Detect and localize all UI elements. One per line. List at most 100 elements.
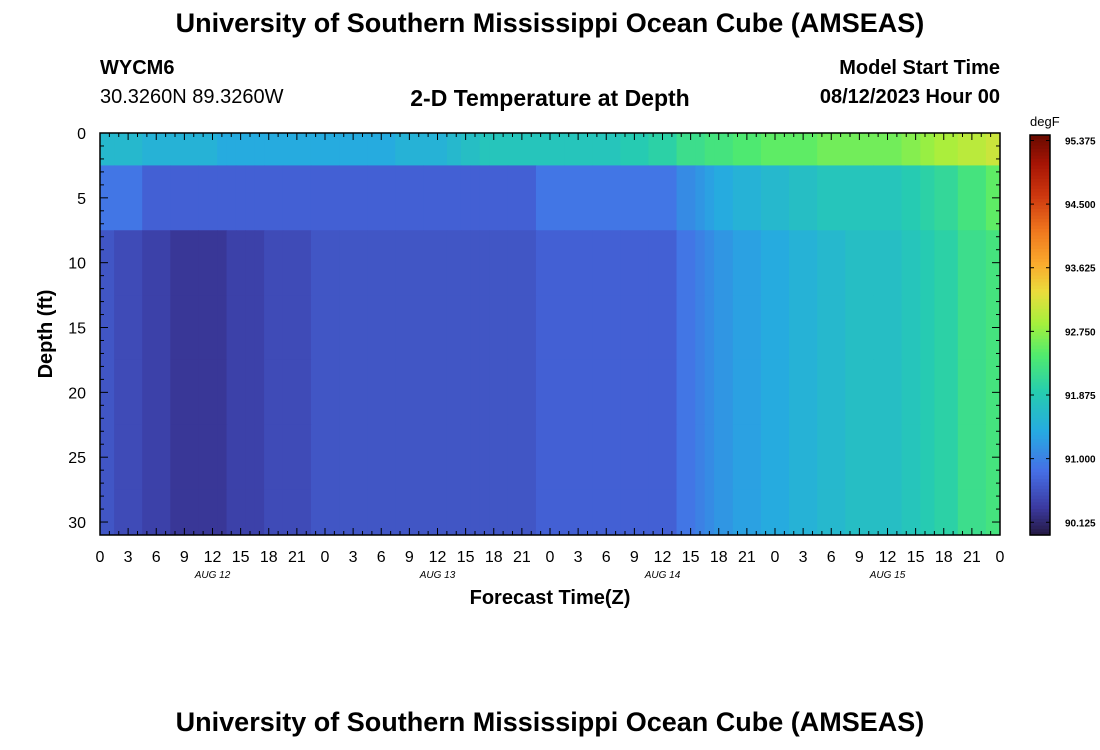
colorbar-band	[1030, 201, 1050, 206]
heatmap-cell	[985, 489, 1000, 535]
heatmap-cell	[676, 230, 696, 296]
x-tick-label: 0	[321, 549, 330, 566]
colorbar-band	[1030, 281, 1050, 286]
colorbar-band	[1030, 498, 1050, 503]
heatmap-cell	[198, 359, 218, 426]
heatmap-cell	[760, 424, 790, 491]
heatmap-cell	[648, 489, 678, 535]
heatmap-cell	[114, 424, 143, 491]
colorbar-band	[1030, 481, 1050, 486]
colorbar-band	[1030, 471, 1050, 476]
colorbar-tick-label: 91.000	[1065, 455, 1096, 466]
heatmap-cell	[901, 424, 921, 491]
colorbar-band	[1030, 165, 1050, 169]
heatmap-cell	[732, 489, 762, 535]
heatmap-cell	[446, 359, 462, 426]
x-tick-label: 18	[260, 549, 278, 566]
heatmap-cell	[226, 230, 237, 296]
heatmap-cell	[760, 230, 790, 296]
heatmap-cell	[446, 230, 462, 296]
heatmap-cell	[170, 489, 200, 535]
heatmap-cell	[217, 359, 228, 426]
heatmap-cell	[789, 165, 818, 231]
colorbar-band	[1030, 198, 1050, 203]
heatmap-cell	[367, 295, 396, 361]
heatmap-cell	[339, 489, 368, 535]
heatmap-cell	[367, 230, 396, 296]
heatmap-cell	[339, 295, 368, 361]
heatmap-cell	[423, 230, 448, 296]
colorbar-band	[1030, 221, 1050, 226]
heatmap-cell	[714, 489, 734, 535]
colorbar-tick-label: 95.375	[1065, 136, 1096, 147]
heatmap-cell	[198, 424, 218, 491]
heatmap-cell	[714, 359, 734, 426]
heatmap-cell	[920, 359, 935, 426]
heatmap-cell	[217, 489, 228, 535]
date-label: AUG 14	[644, 570, 681, 581]
x-tick-label: 15	[457, 549, 475, 566]
heatmap-cell	[620, 424, 650, 491]
heatmap-cell	[648, 424, 678, 491]
heatmap-cell	[310, 489, 340, 535]
heatmap-cell	[254, 295, 265, 361]
heatmap-cell	[395, 359, 425, 426]
heatmap-cell	[446, 133, 462, 167]
heatmap-cell	[470, 489, 481, 535]
heatmap-cell	[901, 230, 921, 296]
colorbar-band	[1030, 388, 1050, 393]
heatmap-cell	[985, 133, 1000, 167]
x-tick-label: 12	[879, 549, 897, 566]
heatmap-cell	[704, 133, 715, 167]
heatmap-cell	[489, 359, 509, 426]
colorbar-band	[1030, 208, 1050, 213]
y-tick-label: 20	[68, 385, 86, 402]
colorbar-band	[1030, 521, 1050, 526]
heatmap-cell	[460, 489, 471, 535]
heatmap-cell	[873, 424, 903, 491]
x-tick-label: 3	[349, 549, 358, 566]
heatmap-cell	[423, 295, 448, 361]
colorbar-band	[1030, 151, 1050, 156]
heatmap-cell	[254, 230, 265, 296]
heatmap-cell	[592, 230, 621, 296]
date-labels: AUG 12 AUG 13 AUG 14 AUG 15	[194, 570, 906, 581]
heatmap-cell	[714, 295, 734, 361]
colorbar-band	[1030, 351, 1050, 356]
heatmap-cell	[564, 230, 593, 296]
heatmap-cell	[934, 230, 959, 296]
colorbar-band	[1030, 181, 1050, 186]
heatmap-cell	[142, 489, 171, 535]
colorbar-band	[1030, 295, 1050, 299]
colorbar-band	[1030, 215, 1050, 219]
heatmap-cell	[760, 359, 790, 426]
colorbar-band	[1030, 431, 1050, 436]
colorbar-band	[1030, 391, 1050, 396]
heatmap-cell	[901, 165, 921, 231]
colorbar-band	[1030, 441, 1050, 446]
colorbar-band	[1030, 435, 1050, 439]
heatmap-cell	[264, 359, 284, 426]
y-tick-label: 25	[68, 450, 86, 467]
heatmap-cell	[535, 424, 565, 491]
heatmap-cell	[282, 359, 312, 426]
x-tick-label: 21	[738, 549, 756, 566]
axis-ticks	[99, 132, 1001, 536]
heatmap-cell	[620, 359, 650, 426]
heatmap-cell	[732, 295, 762, 361]
heatmap-cell	[714, 424, 734, 491]
colorbar-band	[1030, 525, 1050, 529]
heatmap-cell	[489, 489, 509, 535]
station-coords: 30.3260N 89.3260W	[100, 86, 284, 108]
heatmap-cell	[310, 165, 340, 231]
heatmap-cell	[620, 489, 650, 535]
heatmap-cell	[198, 230, 218, 296]
heatmap-cell	[920, 424, 935, 491]
heatmap-cell	[395, 489, 425, 535]
heatmap-cell	[226, 133, 237, 167]
heatmap-cell	[264, 295, 284, 361]
heatmap-cell	[142, 424, 171, 491]
x-tick-label: 15	[907, 549, 925, 566]
heatmap-cell	[760, 489, 790, 535]
